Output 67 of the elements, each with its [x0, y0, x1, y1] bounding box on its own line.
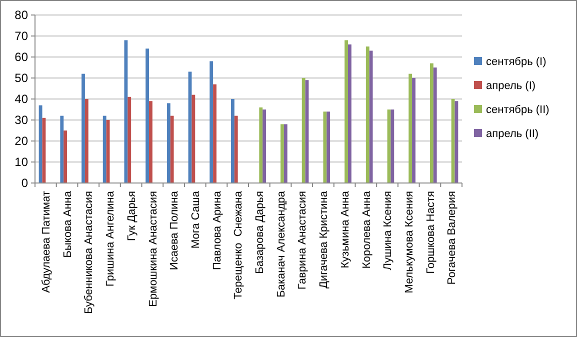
- x-tick-label: Абдулаева Патимат: [40, 191, 53, 293]
- bar: [102, 116, 106, 183]
- y-tick-label: 50: [14, 71, 28, 86]
- bar: [430, 63, 434, 183]
- bar: [454, 101, 458, 183]
- x-tick-label: Гук Дарья: [126, 190, 138, 241]
- x-tick-label: Лушина Ксения: [382, 190, 394, 270]
- x-tick-label: Быкова Анна: [62, 190, 74, 258]
- x-tick-label: Мелькумова Ксения: [403, 190, 416, 294]
- legend-label: сентябрь (I): [486, 56, 546, 68]
- bar: [348, 44, 352, 183]
- x-tick-label: Королева Анна: [360, 190, 373, 269]
- bar: [280, 124, 284, 183]
- bar: [284, 124, 288, 183]
- bar: [366, 46, 370, 183]
- bar: [412, 78, 416, 183]
- bar: [166, 103, 170, 183]
- bar: [326, 112, 330, 183]
- x-tick-label: Горшкова Настя: [424, 190, 437, 274]
- x-tick-label: Бубенникова Анастасия: [83, 190, 96, 314]
- bar: [433, 68, 437, 183]
- y-tick-label: 20: [14, 134, 28, 148]
- legend-label: апрель (I): [486, 80, 536, 92]
- bar: [38, 105, 42, 183]
- x-tick-label: Мога Саша: [190, 190, 202, 248]
- bar: [170, 116, 174, 183]
- bar: [213, 84, 216, 183]
- bar: [234, 116, 238, 183]
- x-tick-label: Исаева Полина: [168, 190, 181, 270]
- bar: [369, 50, 373, 183]
- bar: [390, 110, 394, 183]
- bar: [82, 74, 85, 183]
- bar: [262, 110, 266, 183]
- x-tick-label: Рогачева Валерия: [446, 190, 458, 285]
- bar: [192, 94, 196, 183]
- bar: [60, 116, 64, 183]
- x-tick-label: Дигачева Кристина: [318, 190, 330, 289]
- y-tick-label: 10: [14, 155, 28, 170]
- bar: [210, 61, 214, 183]
- bar: [128, 96, 132, 183]
- bar: [302, 78, 306, 183]
- x-tick-label: Гришина Ангелина: [104, 190, 117, 287]
- x-tick-label: Гаврина Анастасия: [296, 190, 309, 290]
- bar: [64, 130, 68, 183]
- x-tick-label: Базарова Дарья: [254, 190, 266, 274]
- bar: [84, 99, 88, 183]
- bar: [149, 101, 152, 183]
- bar: [408, 74, 412, 183]
- x-tick-label: Кузьмина Анна: [339, 190, 352, 268]
- y-tick-label: 80: [14, 8, 28, 22]
- bar: [124, 40, 128, 183]
- y-tick-label: 30: [14, 113, 28, 128]
- bar: [146, 48, 150, 183]
- x-tick-label: Баканач Александра: [275, 190, 288, 298]
- legend-label: сентябрь (II): [486, 104, 550, 116]
- y-tick-label: 0: [21, 176, 28, 190]
- bar: [344, 40, 348, 183]
- bar: [230, 99, 234, 183]
- y-tick-label: 40: [14, 92, 28, 106]
- x-tick-label: Ермошкина Анастасия: [147, 190, 160, 307]
- legend-label: апрель (II): [486, 128, 539, 140]
- y-tick-label: 60: [14, 50, 28, 64]
- x-tick-label: Павлова Арина: [211, 190, 224, 270]
- y-tick-label: 70: [14, 29, 28, 44]
- x-tick-label: Терещенко Снежана: [232, 190, 245, 300]
- bar: [323, 112, 327, 183]
- bar: [259, 107, 263, 183]
